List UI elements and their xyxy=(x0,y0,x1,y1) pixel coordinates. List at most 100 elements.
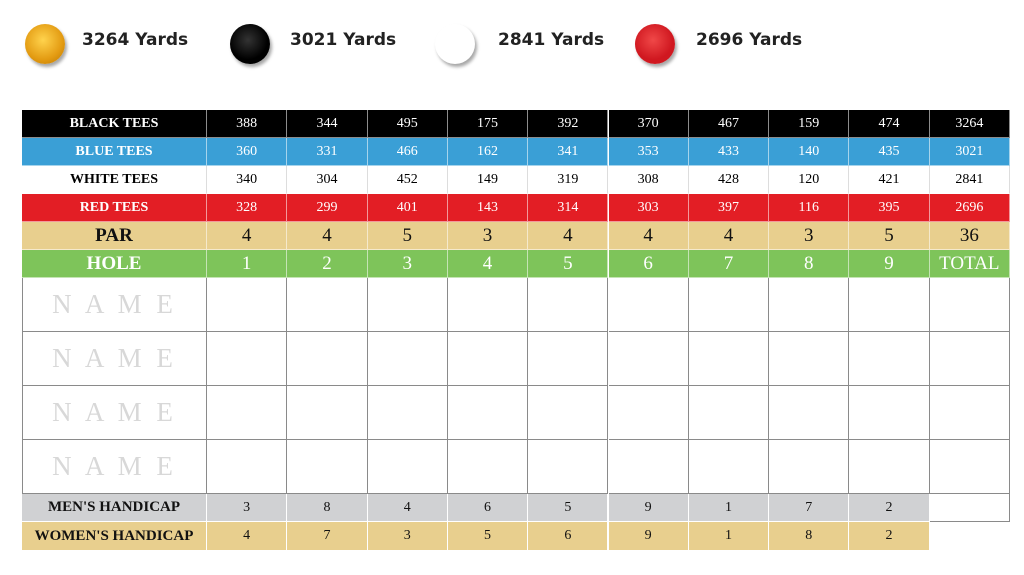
score-cell xyxy=(608,386,689,440)
hole-value: 2 xyxy=(287,250,368,278)
name-label: N A M E xyxy=(22,332,207,386)
score-cell xyxy=(528,278,609,332)
handicap-value: 7 xyxy=(287,522,368,550)
hole-value: 159 xyxy=(769,110,850,138)
score-cell xyxy=(447,440,529,494)
hole-value: 5 xyxy=(849,222,930,250)
hole-value: 149 xyxy=(447,166,529,194)
hole-value: 452 xyxy=(367,166,448,194)
score-cell xyxy=(688,278,770,332)
handicap-value: 8 xyxy=(287,494,368,522)
score-cell xyxy=(367,332,448,386)
score-cell xyxy=(528,386,609,440)
hole-value: 435 xyxy=(849,138,930,166)
score-cell xyxy=(447,278,529,332)
handicap-value: 3 xyxy=(207,494,288,522)
score-cell xyxy=(608,440,689,494)
score-cell xyxy=(688,386,770,440)
handicap-value: 4 xyxy=(367,494,448,522)
score-cell xyxy=(207,278,288,332)
score-cell xyxy=(849,440,930,494)
handicap-value: 9 xyxy=(608,494,689,522)
hole-value: 428 xyxy=(688,166,770,194)
hole-value: 303 xyxy=(608,194,689,222)
handicap-value: 5 xyxy=(528,494,609,522)
hole-value: 370 xyxy=(608,110,689,138)
handicap-value: 2 xyxy=(849,494,930,522)
name-label: N A M E xyxy=(22,278,207,332)
score-cell xyxy=(367,278,448,332)
hole-value: 388 xyxy=(207,110,288,138)
total-value: 36 xyxy=(929,222,1010,250)
handicap-value: 8 xyxy=(769,522,850,550)
hole-value: 353 xyxy=(608,138,689,166)
hole-value: 495 xyxy=(367,110,448,138)
hole-value: 4 xyxy=(688,222,770,250)
hole-value: 116 xyxy=(769,194,850,222)
handicap-label: MEN'S HANDICAP xyxy=(22,494,207,522)
legend-label: 2696 Yards xyxy=(696,30,803,50)
hole-value: 467 xyxy=(688,110,770,138)
row-label: HOLE xyxy=(22,250,207,278)
score-cell xyxy=(367,386,448,440)
hole-value: 421 xyxy=(849,166,930,194)
score-cell xyxy=(287,278,368,332)
handicap-value: 3 xyxy=(367,522,448,550)
hole-value: 120 xyxy=(769,166,850,194)
score-cell xyxy=(769,332,850,386)
score-cell xyxy=(528,440,609,494)
row-label: WHITE TEES xyxy=(22,166,207,194)
score-cell xyxy=(769,440,850,494)
score-cell xyxy=(287,386,368,440)
score-cell xyxy=(849,386,930,440)
total-value: 2841 xyxy=(929,166,1010,194)
row-label: BLACK TEES xyxy=(22,110,207,138)
score-cell xyxy=(528,332,609,386)
hole-value: 6 xyxy=(608,250,689,278)
hole-value: 175 xyxy=(447,110,529,138)
score-cell xyxy=(367,440,448,494)
hole-value: 299 xyxy=(287,194,368,222)
score-cell xyxy=(929,386,1010,440)
handicap-value: 4 xyxy=(207,522,288,550)
handicap-value: 6 xyxy=(528,522,609,550)
hole-value: 5 xyxy=(367,222,448,250)
hole-value: 4 xyxy=(287,222,368,250)
hole-value: 433 xyxy=(688,138,770,166)
hole-value: 4 xyxy=(528,222,609,250)
hole-value: 397 xyxy=(688,194,770,222)
hole-value: 7 xyxy=(688,250,770,278)
hole-value: 143 xyxy=(447,194,529,222)
hole-value: 328 xyxy=(207,194,288,222)
handicap-label: WOMEN'S HANDICAP xyxy=(22,522,207,550)
legend-ball xyxy=(435,24,475,64)
score-cell xyxy=(688,440,770,494)
hole-value: 319 xyxy=(528,166,609,194)
score-cell xyxy=(447,332,529,386)
score-cell xyxy=(287,332,368,386)
hole-value: 331 xyxy=(287,138,368,166)
legend-label: 2841 Yards xyxy=(498,30,605,50)
blank-cell xyxy=(929,494,1010,522)
score-cell xyxy=(207,386,288,440)
hole-value: 360 xyxy=(207,138,288,166)
hole-value: 162 xyxy=(447,138,529,166)
legend-ball xyxy=(25,24,65,64)
hole-value: 3 xyxy=(367,250,448,278)
total-value: 3264 xyxy=(929,110,1010,138)
score-cell xyxy=(929,332,1010,386)
score-cell xyxy=(929,278,1010,332)
legend-label: 3021 Yards xyxy=(290,30,397,50)
name-label: N A M E xyxy=(22,386,207,440)
handicap-value: 9 xyxy=(608,522,689,550)
hole-value: 474 xyxy=(849,110,930,138)
hole-value: 1 xyxy=(207,250,288,278)
score-cell xyxy=(608,332,689,386)
hole-value: 314 xyxy=(528,194,609,222)
hole-value: 9 xyxy=(849,250,930,278)
score-cell xyxy=(608,278,689,332)
hole-value: 341 xyxy=(528,138,609,166)
total-value: TOTAL xyxy=(929,250,1010,278)
hole-value: 4 xyxy=(207,222,288,250)
hole-value: 8 xyxy=(769,250,850,278)
